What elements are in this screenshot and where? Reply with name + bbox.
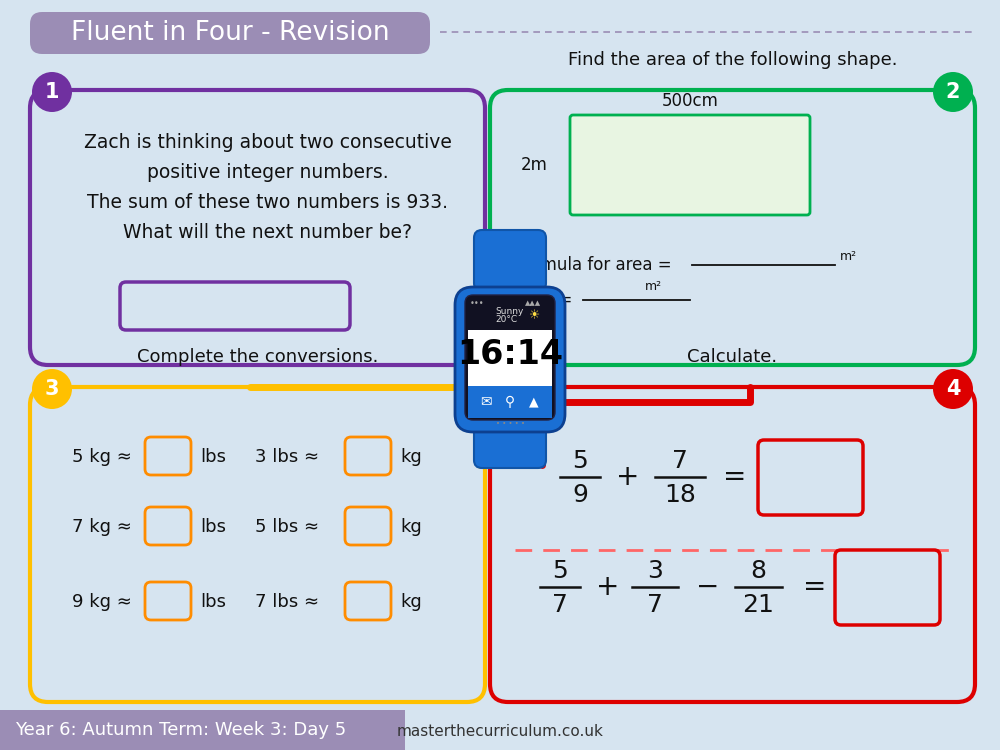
Text: 20°C: 20°C	[495, 316, 517, 325]
Text: 16:14: 16:14	[457, 338, 563, 371]
Text: •••: •••	[470, 298, 485, 307]
FancyBboxPatch shape	[490, 387, 975, 702]
Text: positive integer numbers.: positive integer numbers.	[147, 163, 388, 182]
Text: kg: kg	[400, 448, 422, 466]
Text: Zach is thinking about two consecutive: Zach is thinking about two consecutive	[84, 133, 451, 152]
Text: 3 lbs ≈: 3 lbs ≈	[255, 448, 319, 466]
Text: +: +	[616, 463, 640, 491]
Text: m²: m²	[840, 251, 857, 263]
Text: Calculate.: Calculate.	[687, 348, 778, 366]
Circle shape	[933, 369, 973, 409]
FancyBboxPatch shape	[465, 295, 555, 420]
Text: 9 kg ≈: 9 kg ≈	[72, 593, 132, 611]
Text: ☀: ☀	[529, 310, 541, 322]
FancyBboxPatch shape	[490, 90, 975, 365]
Text: 7 kg ≈: 7 kg ≈	[72, 518, 132, 536]
Text: 4: 4	[946, 379, 960, 399]
Text: 9: 9	[572, 483, 588, 507]
Text: • • • • •: • • • • •	[496, 421, 524, 427]
Text: ▲▲▲: ▲▲▲	[525, 300, 541, 306]
Text: 18: 18	[664, 483, 696, 507]
Text: ✉: ✉	[480, 395, 492, 409]
Text: masterthecurriculum.co.uk: masterthecurriculum.co.uk	[397, 724, 603, 740]
Text: Fluent in Four - Revision: Fluent in Four - Revision	[71, 20, 389, 46]
FancyBboxPatch shape	[474, 407, 546, 468]
Text: +: +	[596, 573, 620, 601]
Text: 5 lbs ≈: 5 lbs ≈	[255, 518, 319, 536]
Text: kg: kg	[400, 593, 422, 611]
Text: ⚲: ⚲	[505, 395, 515, 409]
FancyBboxPatch shape	[468, 330, 552, 405]
Text: lbs: lbs	[200, 448, 226, 466]
Circle shape	[32, 369, 72, 409]
Text: ▲: ▲	[529, 395, 539, 409]
Circle shape	[933, 72, 973, 112]
Text: 7: 7	[552, 593, 568, 617]
Text: 2m: 2m	[521, 156, 548, 174]
FancyBboxPatch shape	[145, 507, 191, 545]
Text: 500cm: 500cm	[662, 92, 718, 110]
Text: 3: 3	[45, 379, 59, 399]
Text: 5: 5	[572, 449, 588, 473]
Text: Complete the conversions.: Complete the conversions.	[137, 348, 378, 366]
Text: 8: 8	[750, 559, 766, 583]
Text: What will the next number be?: What will the next number be?	[123, 223, 412, 242]
FancyBboxPatch shape	[758, 440, 863, 515]
Text: =: =	[803, 573, 827, 601]
Text: Find the area of the following shape.: Find the area of the following shape.	[568, 51, 897, 69]
Text: m²: m²	[645, 280, 662, 293]
Text: −: −	[696, 573, 720, 601]
Text: 7 lbs ≈: 7 lbs ≈	[255, 593, 319, 611]
FancyBboxPatch shape	[474, 230, 546, 291]
Circle shape	[32, 72, 72, 112]
FancyBboxPatch shape	[835, 550, 940, 625]
Text: 1: 1	[45, 82, 59, 102]
Text: Year 6: Autumn Term: Week 3: Day 5: Year 6: Autumn Term: Week 3: Day 5	[15, 721, 346, 739]
Text: Sunny: Sunny	[495, 308, 523, 316]
Text: =: =	[723, 463, 747, 491]
Text: lbs: lbs	[200, 593, 226, 611]
Text: lbs: lbs	[200, 518, 226, 536]
FancyBboxPatch shape	[468, 386, 552, 418]
FancyBboxPatch shape	[145, 437, 191, 475]
Text: 5: 5	[552, 559, 568, 583]
Text: 21: 21	[742, 593, 774, 617]
FancyBboxPatch shape	[345, 437, 391, 475]
Text: 3: 3	[647, 559, 663, 583]
FancyBboxPatch shape	[345, 507, 391, 545]
FancyBboxPatch shape	[145, 582, 191, 620]
FancyBboxPatch shape	[30, 387, 485, 702]
Text: 2: 2	[946, 82, 960, 102]
FancyBboxPatch shape	[0, 710, 405, 750]
Text: 5 kg ≈: 5 kg ≈	[72, 448, 132, 466]
FancyBboxPatch shape	[30, 90, 485, 365]
FancyBboxPatch shape	[345, 582, 391, 620]
Text: The sum of these two numbers is 933.: The sum of these two numbers is 933.	[87, 193, 448, 211]
FancyBboxPatch shape	[455, 287, 565, 432]
FancyBboxPatch shape	[120, 282, 350, 330]
Text: kg: kg	[400, 518, 422, 536]
FancyBboxPatch shape	[570, 115, 810, 215]
Text: Area =: Area =	[515, 291, 578, 309]
Text: 7: 7	[672, 449, 688, 473]
Text: Formula for area =: Formula for area =	[515, 256, 677, 274]
Text: 7: 7	[647, 593, 663, 617]
FancyBboxPatch shape	[30, 12, 430, 54]
